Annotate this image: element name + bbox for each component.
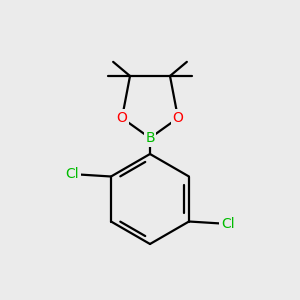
Text: O: O [172,111,183,125]
Text: Cl: Cl [221,217,235,230]
Text: Cl: Cl [65,167,79,182]
Text: B: B [145,131,155,145]
Text: O: O [117,111,128,125]
